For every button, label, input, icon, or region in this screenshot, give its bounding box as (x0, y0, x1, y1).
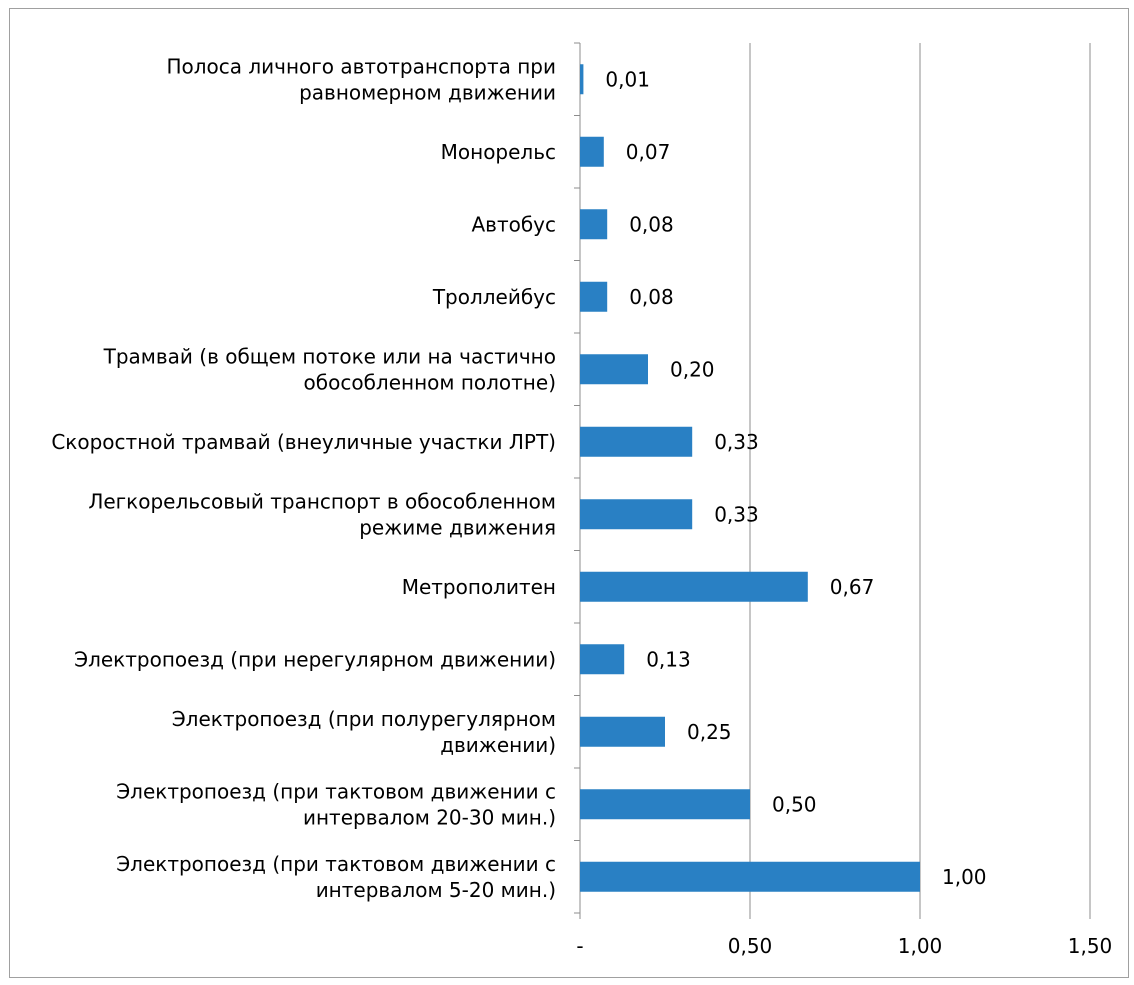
bar (580, 354, 648, 385)
x-tick-label: 1,00 (898, 934, 943, 958)
data-label: 1,00 (942, 865, 987, 889)
x-axis-tick-labels: - 0,50 1,00 1,50 (576, 934, 1112, 958)
category-label: Автобус (471, 212, 556, 236)
bars (580, 64, 920, 892)
bar (580, 644, 625, 675)
category-label: Троллейбус (432, 285, 556, 309)
category-label: Метрополитен (402, 575, 556, 599)
data-label: 0,01 (605, 67, 650, 91)
x-tick-label: 0,50 (728, 934, 773, 958)
data-label: 0,25 (687, 720, 732, 744)
grid-lines (749, 43, 1091, 919)
category-label: Скоростной трамвай (внеуличные участки Л… (51, 430, 556, 454)
data-label: 0,08 (629, 285, 674, 309)
data-label: 0,07 (626, 140, 671, 164)
bar (580, 136, 604, 167)
data-label: 0,13 (646, 647, 691, 671)
bar (580, 499, 693, 530)
bar (580, 426, 693, 457)
data-label: 0,20 (670, 357, 715, 381)
category-labels: Полоса личного автотранспорта при равноме… (51, 54, 556, 902)
category-label: Электропоезд (при тактовом движении с инт… (116, 779, 556, 829)
data-label: 0,67 (830, 575, 875, 599)
category-label: Монорельс (441, 140, 556, 164)
data-label: 0,33 (714, 502, 759, 526)
data-label: 0,33 (714, 430, 759, 454)
x-tick-label: 1,50 (1068, 934, 1113, 958)
data-label: 0,50 (772, 792, 817, 816)
bar (580, 281, 608, 312)
bar (580, 209, 608, 240)
chart-area: Полоса личного автотранспорта при равноме… (9, 8, 1129, 978)
category-label: Электропоезд (при полурегулярном движении… (172, 707, 556, 757)
bar (580, 789, 750, 820)
bar (580, 861, 920, 892)
bar (580, 64, 584, 95)
bar-chart: Полоса личного автотранспорта при равноме… (51, 42, 1112, 958)
category-label: Легкорельсовый транспорт в обособленном р… (88, 489, 556, 539)
data-label: 0,08 (629, 212, 674, 236)
category-label: Полоса личного автотранспорта при равноме… (166, 54, 556, 104)
x-tick-label: - (576, 934, 583, 958)
category-label: Электропоезд (при тактовом движении с инт… (116, 852, 556, 902)
data-labels: 0,01 0,07 0,08 0,08 0,20 0,33 0,33 0,67 0,13 0,25… (605, 67, 986, 889)
category-axis (574, 42, 581, 919)
bar (580, 716, 665, 747)
bar (580, 571, 808, 602)
category-label: Трамвай (в общем потоке или на частично о… (103, 344, 556, 394)
category-label: Электропоезд (при нерегулярном движении) (74, 647, 556, 671)
